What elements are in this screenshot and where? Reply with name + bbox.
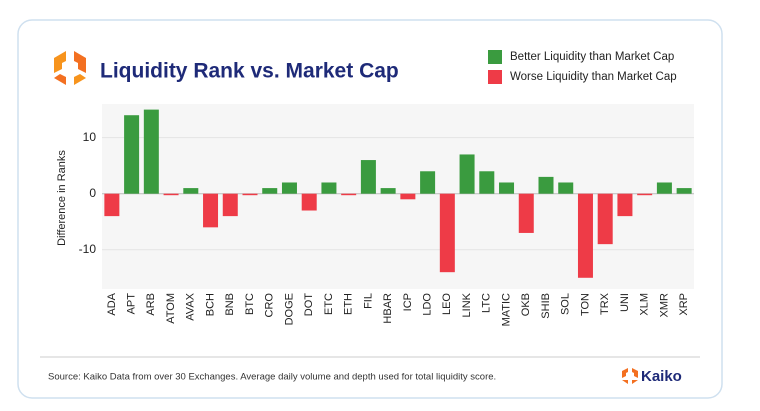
x-tick-label: ADA	[106, 292, 118, 315]
bar	[538, 176, 554, 194]
bar	[420, 171, 436, 194]
bar	[301, 193, 317, 211]
bar	[222, 193, 238, 217]
bar	[360, 160, 376, 194]
brand-name: Kaiko	[641, 368, 682, 385]
bar	[577, 193, 593, 278]
x-tick-label: LINK	[461, 292, 473, 317]
bar	[459, 154, 475, 194]
bar	[203, 193, 219, 228]
bar	[558, 182, 574, 194]
bar	[104, 193, 120, 217]
bar	[183, 188, 199, 194]
bar	[637, 193, 653, 196]
x-tick-label: BNB	[224, 293, 236, 316]
x-tick-label: AVAX	[185, 292, 197, 320]
x-tick-label: XRP	[678, 293, 690, 316]
x-tick-label: TRX	[599, 292, 611, 315]
bar	[262, 188, 278, 194]
x-tick-label: MATIC	[500, 293, 512, 326]
legend-label: Better Liquidity than Market Cap	[510, 51, 674, 63]
x-tick-label: ATOM	[165, 293, 177, 324]
x-tick-label: ETC	[323, 293, 335, 315]
x-tick-label: LEO	[441, 293, 453, 315]
y-axis-label: Difference in Ranks	[56, 150, 68, 246]
source-note: Source: Kaiko Data from over 30 Exchange…	[48, 372, 496, 383]
x-tick-label: FIL	[362, 293, 374, 309]
bar	[341, 193, 357, 196]
bar	[439, 193, 455, 273]
x-tick-label: HBAR	[382, 293, 394, 324]
brand-logo	[622, 368, 638, 384]
bar	[499, 182, 515, 194]
y-tick-label: -10	[79, 242, 97, 256]
x-tick-label: XLM	[639, 293, 651, 316]
x-tick-label: SOL	[560, 293, 572, 315]
x-tick-label: ETH	[343, 293, 355, 315]
plot-area	[102, 104, 694, 289]
bar	[163, 193, 179, 196]
bar	[281, 182, 297, 194]
bar	[617, 193, 633, 217]
bar	[124, 115, 140, 194]
bar	[242, 193, 258, 196]
bar	[656, 182, 672, 194]
x-tick-label: CRO	[264, 293, 276, 318]
x-tick-label: TON	[579, 293, 591, 316]
legend-swatch	[488, 50, 502, 64]
x-tick-label: UNI	[619, 293, 631, 312]
x-tick-label: APT	[126, 293, 138, 315]
x-tick-label: ICP	[402, 293, 414, 311]
bar	[143, 109, 159, 194]
legend-label: Worse Liquidity than Market Cap	[510, 71, 677, 83]
legend-swatch	[488, 70, 502, 84]
x-tick-label: DOT	[303, 293, 315, 317]
bar	[597, 193, 613, 245]
bar	[400, 193, 416, 200]
y-tick-label: 10	[83, 130, 97, 144]
x-tick-label: LTC	[481, 293, 493, 313]
y-tick-label: 0	[89, 186, 96, 200]
x-tick-label: BCH	[204, 293, 216, 316]
bar	[518, 193, 534, 233]
x-tick-label: DOGE	[283, 293, 295, 325]
bar	[380, 188, 396, 194]
x-tick-label: XMR	[658, 293, 670, 318]
x-tick-label: OKB	[520, 293, 532, 316]
bar	[479, 171, 495, 194]
bar	[676, 188, 692, 194]
bar	[321, 182, 337, 194]
x-tick-label: LDO	[422, 293, 434, 316]
x-tick-label: SHIB	[540, 293, 552, 319]
logo	[54, 51, 86, 85]
x-tick-label: BTC	[244, 293, 256, 315]
chart-title: Liquidity Rank vs. Market Cap	[100, 60, 399, 83]
x-tick-label: ARB	[145, 293, 157, 316]
